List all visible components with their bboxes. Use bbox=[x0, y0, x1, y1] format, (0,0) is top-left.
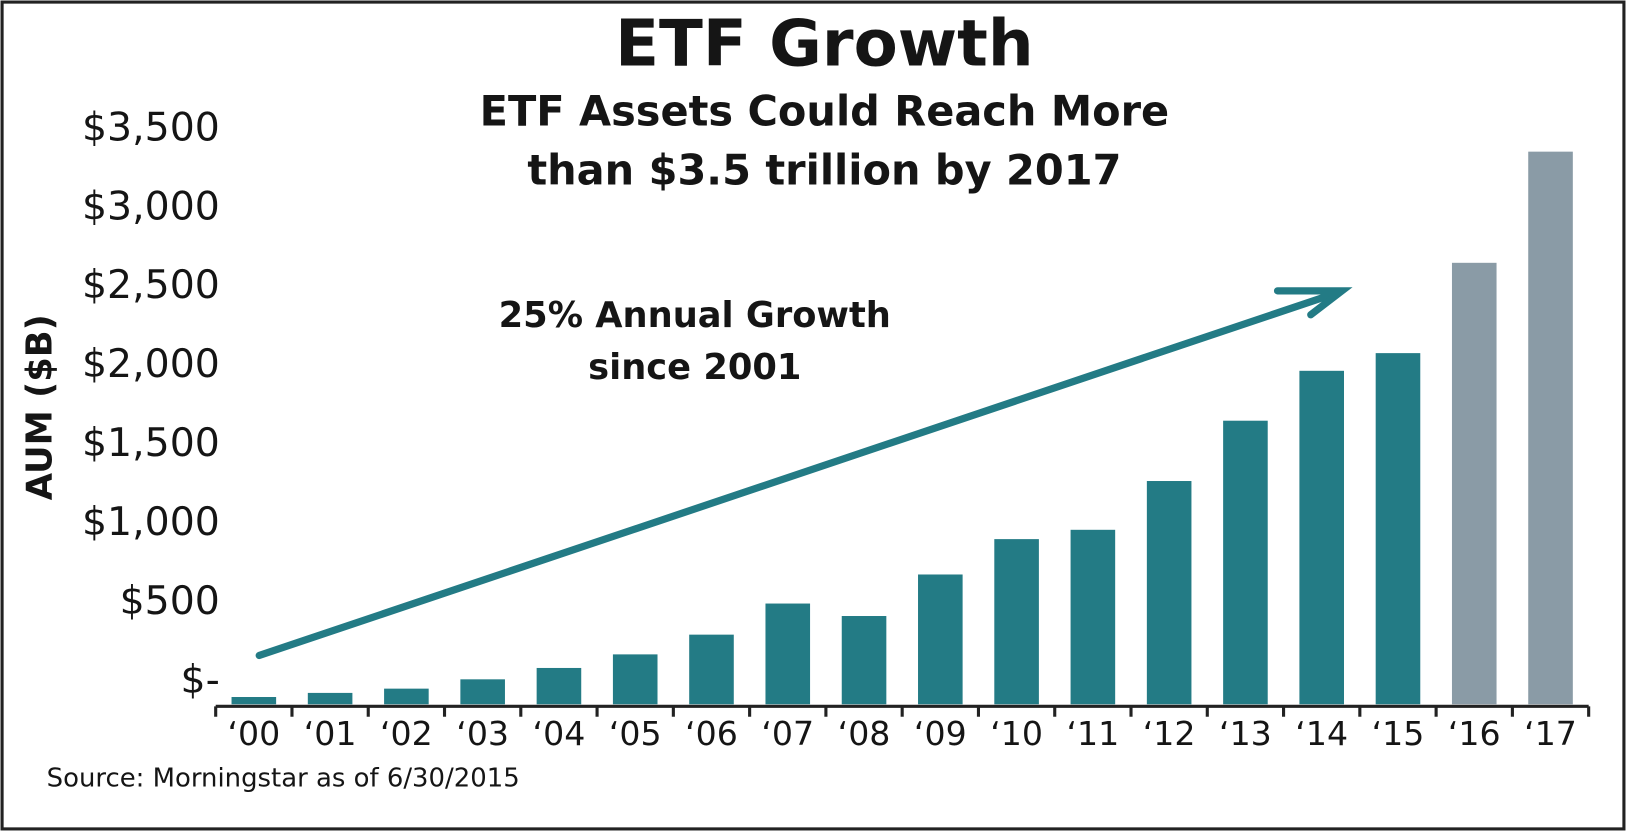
y-tick-label: $2,500 bbox=[82, 262, 220, 308]
y-tick-label: $1,000 bbox=[82, 499, 220, 545]
x-tick-label: ‘16 bbox=[1448, 714, 1501, 753]
bar bbox=[1070, 529, 1116, 705]
bar bbox=[994, 539, 1039, 705]
y-tick-label: $- bbox=[181, 657, 220, 703]
x-tick-label: ‘12 bbox=[1143, 714, 1196, 753]
bar bbox=[384, 688, 429, 705]
x-tick-label: ‘05 bbox=[609, 714, 662, 753]
bar bbox=[536, 667, 582, 705]
y-tick-label: $2,000 bbox=[82, 341, 220, 387]
bar bbox=[1146, 481, 1192, 705]
x-tick-label: ‘17 bbox=[1524, 714, 1577, 753]
bar bbox=[1451, 262, 1497, 705]
x-tick-label: ‘11 bbox=[1066, 714, 1119, 753]
bar bbox=[307, 692, 353, 705]
bar bbox=[231, 697, 277, 705]
bar bbox=[765, 603, 811, 705]
x-tick-label: ‘06 bbox=[685, 714, 738, 753]
bar bbox=[612, 654, 658, 705]
y-tick-label: $3,500 bbox=[82, 104, 220, 150]
bar bbox=[841, 616, 887, 705]
bar bbox=[1528, 151, 1573, 705]
y-tick-label: $3,000 bbox=[82, 183, 220, 229]
source-note: Source: Morningstar as of 6/30/2015 bbox=[47, 764, 520, 794]
chart-subtitle: than $3.5 trillion by 2017 bbox=[527, 145, 1121, 194]
annotation: since 2001 bbox=[588, 347, 801, 388]
x-tick-label: ‘15 bbox=[1372, 714, 1425, 753]
bar bbox=[918, 574, 963, 705]
bar bbox=[1223, 420, 1268, 705]
y-tick-label: $500 bbox=[120, 578, 220, 624]
x-tick-label: ‘09 bbox=[914, 714, 967, 753]
x-tick-label: ‘10 bbox=[990, 714, 1043, 753]
bar bbox=[1299, 370, 1344, 705]
x-tick-label: ‘01 bbox=[304, 714, 357, 753]
bar bbox=[1375, 353, 1421, 705]
x-tick-label: ‘02 bbox=[380, 714, 433, 753]
growth-arrow bbox=[255, 287, 1353, 660]
x-tick-label: ‘03 bbox=[456, 714, 509, 753]
y-axis-label: AUM ($B) bbox=[19, 314, 60, 500]
chart-subtitle: ETF Assets Could Reach More bbox=[480, 86, 1170, 135]
y-tick-label: $1,500 bbox=[82, 420, 220, 466]
x-tick-label: ‘04 bbox=[533, 714, 586, 753]
x-tick-label: ‘13 bbox=[1219, 714, 1272, 753]
chart-title: ETF Growth bbox=[615, 6, 1034, 81]
annotation: 25% Annual Growth bbox=[499, 295, 891, 336]
bar bbox=[460, 679, 505, 705]
bar bbox=[689, 634, 734, 705]
x-tick-label: ‘07 bbox=[761, 714, 814, 753]
x-tick-label: ‘08 bbox=[838, 714, 891, 753]
x-tick-label: ‘00 bbox=[227, 714, 280, 753]
x-tick-label: ‘14 bbox=[1295, 714, 1348, 753]
